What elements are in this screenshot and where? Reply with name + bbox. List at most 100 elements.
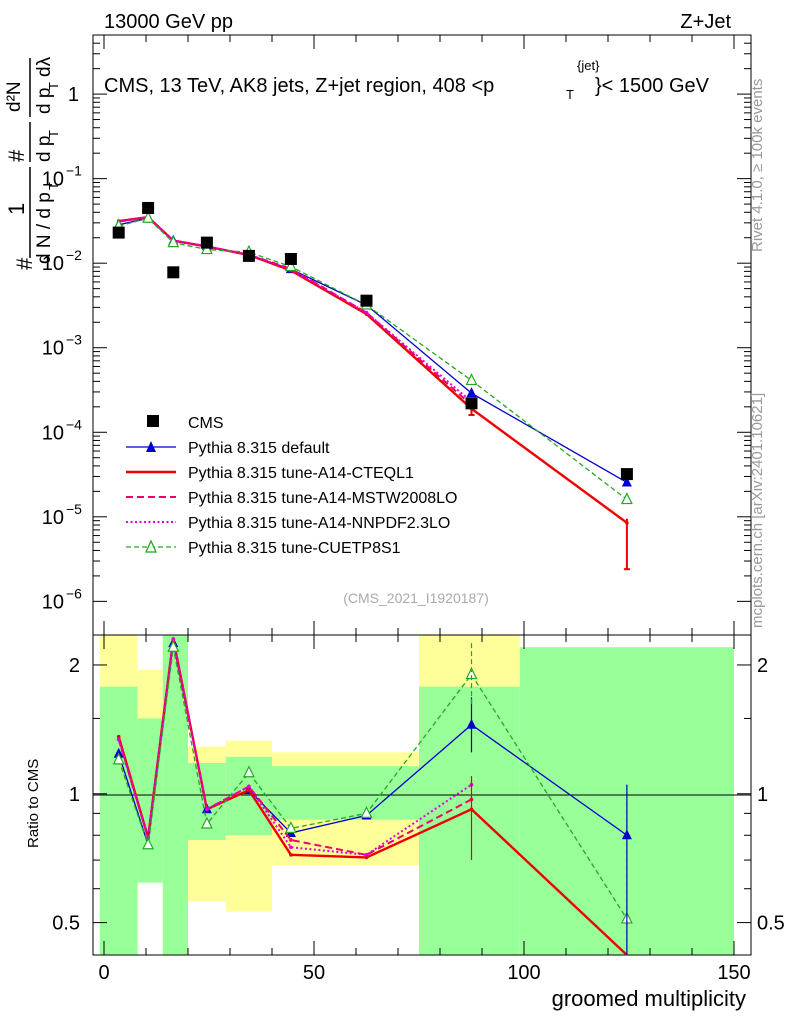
ratio-series — [112, 637, 633, 956]
main-y-axis: 10 −610 −510 −410 −310 −210 −11 — [42, 34, 751, 613]
main-y-tick-exponent: −6 — [66, 585, 82, 601]
series-3-ratio-point — [289, 845, 293, 850]
svg-text:d p: d p — [34, 136, 55, 162]
region-title-sub: T — [566, 87, 574, 102]
cms-data-point — [284, 253, 297, 266]
cms-data-point — [167, 266, 180, 279]
main-y-tick-label: 10 — [42, 591, 64, 613]
region-title-sup: {jet} — [577, 58, 600, 73]
series-4-ratio-marker — [167, 639, 180, 652]
series-0-marker — [621, 476, 632, 487]
cms-data-point — [112, 226, 125, 239]
main-y-label: # 1 d N / d p T # d p T d²N d p T dλ — [4, 56, 61, 270]
svg-text:d²N: d²N — [4, 81, 25, 112]
series-1-ratio-point — [364, 855, 369, 860]
main-y-tick-exponent: −4 — [66, 416, 82, 432]
analysis-id: (CMS_2021_I1920187) — [343, 590, 489, 606]
ratio-band-inner — [419, 686, 520, 955]
legend-marker-default — [146, 441, 156, 452]
series-4-ratio-marker — [360, 806, 373, 818]
svg-text:T: T — [46, 182, 61, 190]
legend-label-cuetp8s1: Pythia 8.315 tune-CUETP8S1 — [188, 540, 401, 557]
region-title-suffix: }< 1500 GeV — [595, 75, 710, 97]
series-4-marker — [620, 492, 633, 505]
ratio-y-tick-label: 2 — [69, 655, 80, 677]
series-4-ratio-marker — [112, 752, 125, 765]
x-axis-label: groomed multiplicity — [552, 986, 746, 1011]
main-y-tick-label: 1 — [68, 84, 79, 106]
series-4-line — [118, 217, 628, 501]
series-3-ratio-point — [171, 637, 176, 641]
series-4-ratio-marker — [142, 837, 155, 850]
main-y-tick-label: 10 — [42, 422, 64, 444]
svg-text:#: # — [4, 149, 29, 162]
series-4-ratio-marker — [200, 816, 213, 829]
x-axis: 0 50 100 150 — [98, 35, 751, 984]
ratio-y-axis: 2 2 1 1 0.5 0.5 — [52, 655, 785, 935]
series-4-marker — [142, 210, 155, 223]
series-3-ratio-point — [247, 784, 251, 789]
x-tick-label: 50 — [303, 962, 325, 984]
ratio-y-tick-label-right: 0.5 — [757, 913, 785, 935]
x-tick-label: 0 — [98, 962, 109, 984]
ratio-y-label: Ratio to CMS — [25, 759, 42, 848]
series-4-marker — [284, 259, 297, 272]
series-4-marker — [167, 235, 180, 248]
svg-text:T: T — [46, 130, 61, 138]
svg-text:#: # — [12, 257, 37, 270]
cms-data-point — [620, 468, 633, 481]
series-3-ratio-point — [364, 853, 369, 857]
main-y-tick-label: 10 — [42, 253, 64, 275]
main-y-tick-exponent: −3 — [66, 332, 82, 348]
svg-text:d p: d p — [34, 88, 55, 114]
series-4-marker — [465, 373, 478, 386]
series-3-ratio-point — [116, 737, 121, 742]
series-4-ratio-marker — [284, 821, 297, 834]
svg-text:d N / d p: d N / d p — [34, 192, 55, 264]
svg-text:1: 1 — [4, 203, 29, 215]
legend-marker-cuetp8s1 — [144, 539, 158, 553]
main-y-tick-exponent: −2 — [66, 247, 82, 263]
process-label: Z+Jet — [680, 11, 731, 33]
legend-label-mstw: Pythia 8.315 tune-A14-MSTW2008LO — [188, 490, 457, 507]
series-1-ratio-point — [116, 734, 121, 739]
ratio-y-tick-label: 0.5 — [52, 913, 80, 935]
series-2-ratio-point — [289, 838, 293, 842]
cms-data-point — [142, 201, 155, 214]
x-tick-label: 100 — [507, 962, 540, 984]
ratio-band-inner — [99, 686, 138, 955]
main-series — [112, 201, 633, 571]
legend-label-nnpdf: Pythia 8.315 tune-A14-NNPDF2.3LO — [188, 515, 450, 532]
series-3-line — [118, 216, 473, 403]
region-title-prefix: CMS, 13 TeV, AK8 jets, Z+jet region, 408… — [104, 75, 494, 97]
series-3-point — [364, 310, 369, 315]
svg-text:dλ: dλ — [34, 56, 55, 77]
series-3-ratio-line — [117, 638, 473, 856]
legend-label-cteql1: Pythia 8.315 tune-A14-CTEQL1 — [188, 465, 414, 482]
region-title: CMS, 13 TeV, AK8 jets, Z+jet region, 408… — [104, 75, 494, 97]
cms-data-point — [360, 294, 373, 307]
cms-data-point — [200, 236, 213, 249]
rivet-label: Rivet 4.1.0, ≥ 100k events — [749, 79, 766, 252]
main-y-tick-exponent: −5 — [66, 501, 82, 517]
legend: CMS Pythia 8.315 default Pythia 8.315 tu… — [126, 415, 457, 557]
svg-text:T: T — [46, 82, 61, 90]
legend-marker-cms — [147, 415, 159, 427]
ratio-band-inner — [272, 766, 419, 820]
series-4-ratio-marker — [242, 765, 255, 778]
main-y-tick-label: 10 — [42, 507, 64, 529]
main-y-tick-label: 10 — [42, 338, 64, 360]
series-0-marker — [466, 387, 477, 398]
main-y-tick-exponent: −1 — [66, 163, 82, 179]
main-y-tick-label: 10 — [42, 169, 64, 191]
series-1-ratio-point — [289, 853, 293, 857]
legend-label-default: Pythia 8.315 default — [188, 440, 330, 457]
x-tick-label: 150 — [717, 962, 750, 984]
legend-label-cms: CMS — [188, 415, 224, 432]
energy-label: 13000 GeV pp — [104, 11, 233, 33]
ratio-y-tick-label: 1 — [69, 784, 80, 806]
mcplots-label: mcplots.cern.ch [arXiv:2401.10621] — [749, 393, 766, 628]
ratio-y-tick-label-right: 1 — [757, 784, 768, 806]
